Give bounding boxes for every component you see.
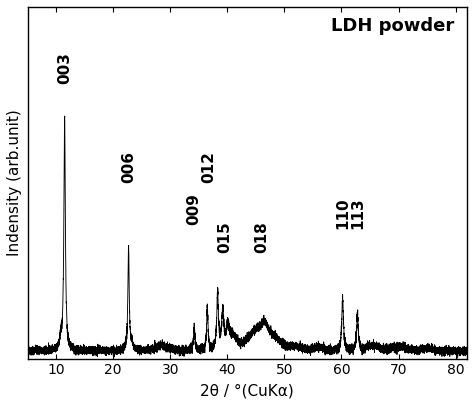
X-axis label: 2θ / °(CuKα): 2θ / °(CuKα) bbox=[201, 383, 294, 398]
Text: 009: 009 bbox=[187, 193, 202, 225]
Text: 006: 006 bbox=[121, 151, 136, 183]
Text: 110: 110 bbox=[335, 197, 350, 228]
Text: 018: 018 bbox=[254, 222, 269, 253]
Text: 015: 015 bbox=[217, 222, 232, 253]
Text: 113: 113 bbox=[350, 197, 365, 228]
Text: 012: 012 bbox=[201, 151, 217, 183]
Y-axis label: Indensity (arb.unit): Indensity (arb.unit) bbox=[7, 109, 22, 256]
Text: 003: 003 bbox=[57, 52, 72, 84]
Text: LDH powder: LDH powder bbox=[331, 17, 454, 36]
